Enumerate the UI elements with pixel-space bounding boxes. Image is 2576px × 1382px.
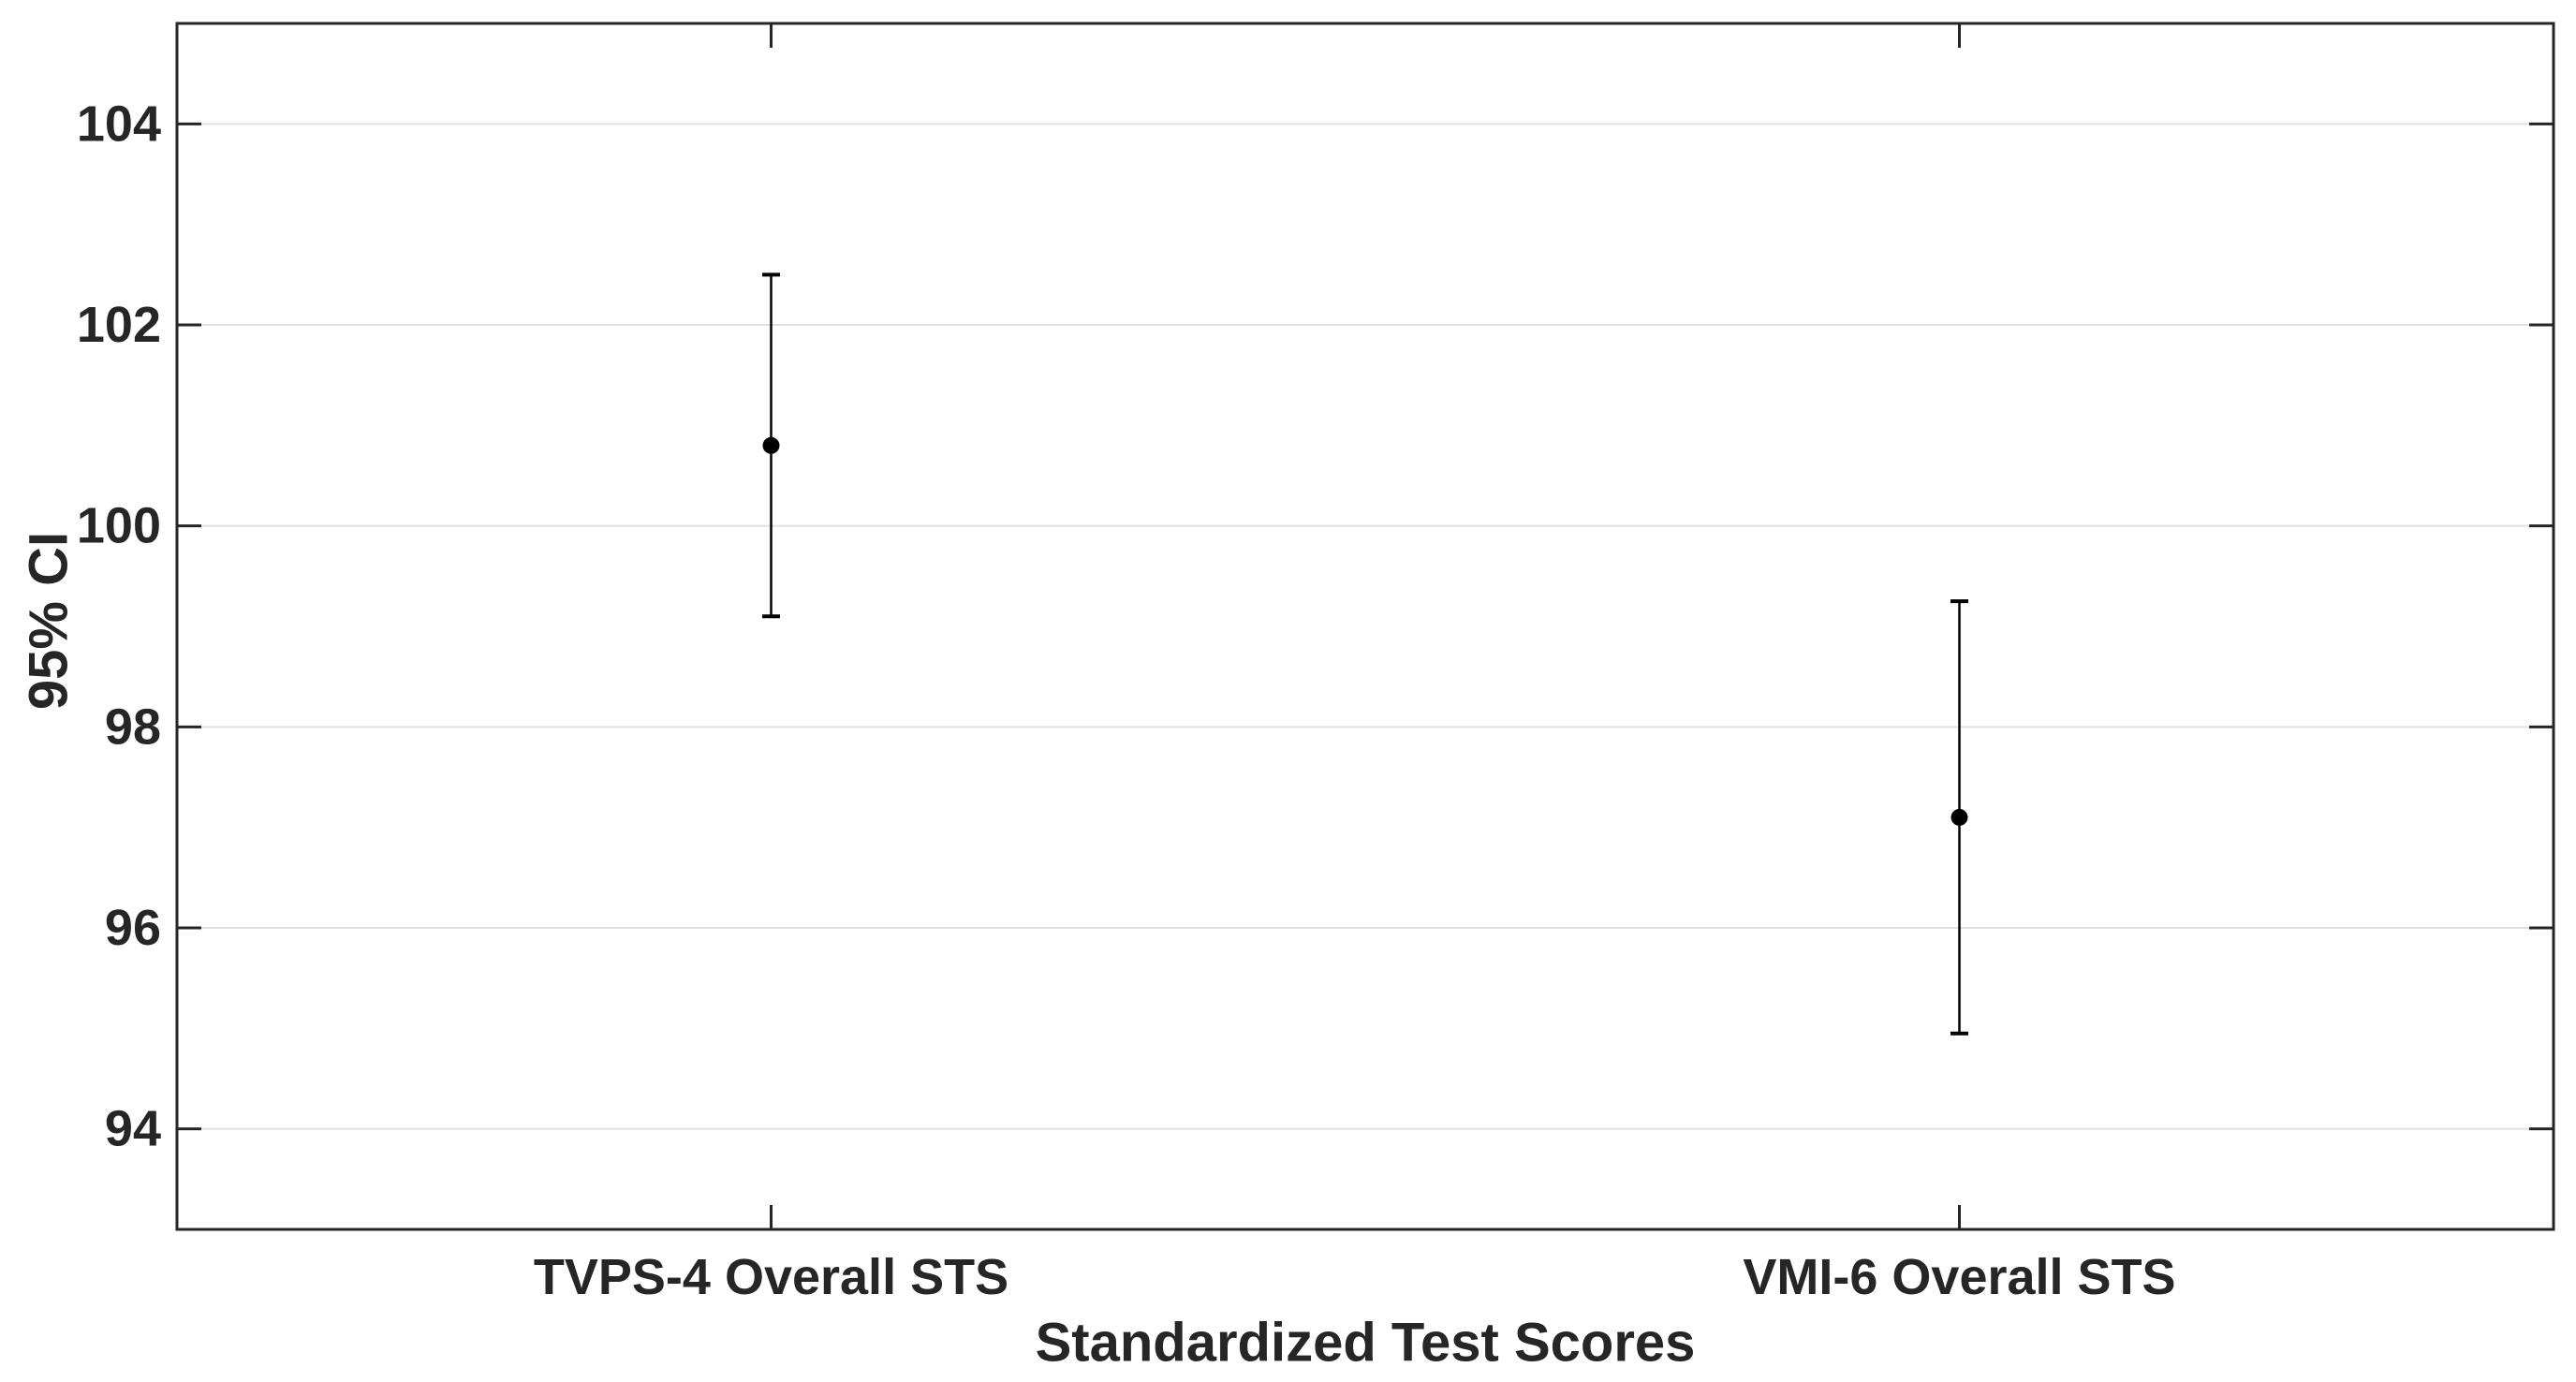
x-tick-label: VMI-6 Overall STS bbox=[1743, 1249, 2175, 1305]
y-tick-label: 104 bbox=[77, 96, 161, 152]
y-tick-label: 100 bbox=[77, 498, 161, 554]
y-tick-label: 94 bbox=[105, 1101, 161, 1157]
y-tick-label: 96 bbox=[105, 900, 161, 956]
y-axis-title: 95% CI bbox=[18, 531, 80, 711]
x-axis-title: Standardized Test Scores bbox=[1035, 1312, 1696, 1374]
y-tick-label: 102 bbox=[77, 297, 161, 353]
mean-marker bbox=[762, 436, 780, 454]
y-tick-label: 98 bbox=[105, 698, 161, 755]
mean-marker bbox=[1950, 808, 1968, 826]
x-tick-label: TVPS-4 Overall STS bbox=[534, 1249, 1008, 1305]
plot-border bbox=[175, 22, 2555, 1231]
